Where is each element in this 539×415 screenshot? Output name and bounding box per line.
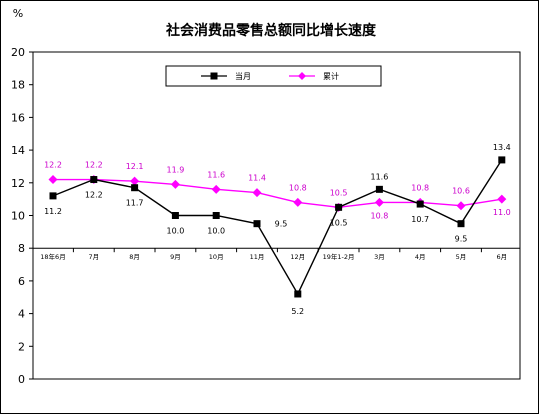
data-label-series-1: 11.7 bbox=[126, 199, 144, 208]
x-tick-label: 3月 bbox=[374, 253, 385, 261]
y-tick-label: 20 bbox=[11, 46, 25, 59]
x-tick-label: 7月 bbox=[88, 253, 99, 261]
data-point bbox=[293, 197, 303, 207]
y-tick-label: 18 bbox=[11, 79, 25, 92]
data-point bbox=[457, 220, 465, 228]
data-label-series-2: 12.1 bbox=[126, 162, 144, 171]
series-line-2 bbox=[53, 178, 502, 209]
x-tick-label: 9月 bbox=[170, 253, 181, 261]
data-label-series-1: 10.0 bbox=[207, 227, 225, 236]
series-layer bbox=[48, 156, 507, 298]
chart-title: 社会消费品零售总额同比增长速度 bbox=[165, 22, 377, 39]
data-label-series-1: 5.2 bbox=[291, 307, 304, 316]
data-label-series-2: 12.2 bbox=[44, 161, 62, 170]
y-tick-label: 6 bbox=[18, 275, 25, 288]
data-label-series-1: 10.7 bbox=[411, 215, 429, 224]
x-tick-label: 11月 bbox=[250, 253, 265, 261]
data-point bbox=[374, 197, 384, 207]
y-tick-label: 16 bbox=[11, 111, 25, 124]
x-tick-label: 5月 bbox=[456, 253, 467, 261]
series-line-1 bbox=[52, 159, 503, 296]
data-point bbox=[48, 175, 58, 185]
x-tick-label: 18年6月 bbox=[40, 252, 65, 261]
data-point bbox=[335, 203, 343, 211]
x-tick-label: 8月 bbox=[129, 253, 140, 261]
y-tick-label: 0 bbox=[18, 373, 25, 386]
data-label-series-1: 12.2 bbox=[85, 191, 103, 200]
data-point bbox=[456, 201, 466, 211]
y-axis: 0 2 4 6 8 10 12 14 16 18 20 bbox=[11, 46, 33, 386]
legend-marker-series-1 bbox=[210, 72, 218, 80]
data-label-series-2: 10.5 bbox=[330, 188, 348, 197]
legend: 当月 累计 bbox=[165, 65, 382, 87]
data-label-series-2: 11.4 bbox=[248, 174, 266, 183]
x-tick-label: 12月 bbox=[290, 253, 305, 261]
y-tick-label: 8 bbox=[18, 242, 25, 255]
data-point bbox=[211, 184, 221, 194]
legend-label-series-2: 累计 bbox=[323, 71, 339, 81]
data-point bbox=[170, 179, 180, 189]
data-label-series-1: 13.4 bbox=[493, 143, 511, 152]
plot-area bbox=[32, 51, 521, 380]
data-label-series-1: 10.0 bbox=[166, 227, 184, 236]
data-point bbox=[252, 188, 262, 198]
y-tick-label: 2 bbox=[18, 340, 25, 353]
y-unit-label: % bbox=[13, 7, 23, 20]
data-label-series-2: 12.2 bbox=[85, 161, 103, 170]
y-tick-label: 12 bbox=[11, 177, 25, 190]
data-label-series-2: 10.6 bbox=[452, 187, 470, 196]
data-label-series-2: 10.8 bbox=[289, 183, 307, 192]
data-label-series-2: 11.6 bbox=[207, 170, 225, 179]
data-label-series-1: 11.2 bbox=[44, 207, 62, 216]
data-label-series-1: 9.5 bbox=[275, 220, 288, 229]
legend-box bbox=[165, 65, 382, 87]
data-point bbox=[416, 200, 424, 208]
data-label-series-2: 10.8 bbox=[370, 211, 388, 220]
y-tick-label: 4 bbox=[18, 308, 25, 321]
y-tick-label: 10 bbox=[11, 210, 25, 223]
x-tick-label: 6月 bbox=[496, 253, 507, 261]
x-tick-label: 4月 bbox=[415, 253, 426, 261]
legend-label-series-1: 当月 bbox=[235, 71, 251, 81]
data-label-series-2: 10.8 bbox=[411, 183, 429, 192]
data-label-series-1: 9.5 bbox=[455, 235, 468, 244]
x-tick-label: 10月 bbox=[209, 253, 224, 261]
data-point bbox=[375, 185, 383, 193]
data-point bbox=[294, 290, 302, 298]
data-point bbox=[171, 212, 179, 219]
data-point bbox=[130, 176, 140, 186]
data-point bbox=[131, 184, 139, 192]
data-label-series-2: 11.0 bbox=[493, 208, 511, 217]
x-axis: 18年6月 7月 8月 9月 10月 11月 12月 19年1-2月 3月 4月 5月 6月 bbox=[33, 247, 520, 261]
data-point bbox=[49, 192, 57, 200]
x-tick-label: 19年1-2月 bbox=[323, 252, 355, 261]
data-point bbox=[497, 194, 507, 204]
data-label-series-2: 11.9 bbox=[166, 165, 184, 174]
data-label-series-1: 10.5 bbox=[330, 218, 348, 227]
data-point bbox=[498, 156, 506, 164]
legend-marker-series-2 bbox=[298, 72, 306, 80]
data-label-series-1: 11.6 bbox=[370, 172, 388, 181]
data-point bbox=[90, 176, 98, 184]
data-point bbox=[253, 220, 261, 228]
data-point bbox=[212, 212, 220, 219]
data-labels: 11.2 12.2 11.7 10.0 10.0 9.5 5.2 10.5 11.6 10.7 9.… bbox=[44, 143, 511, 316]
y-tick-label: 14 bbox=[11, 144, 25, 157]
